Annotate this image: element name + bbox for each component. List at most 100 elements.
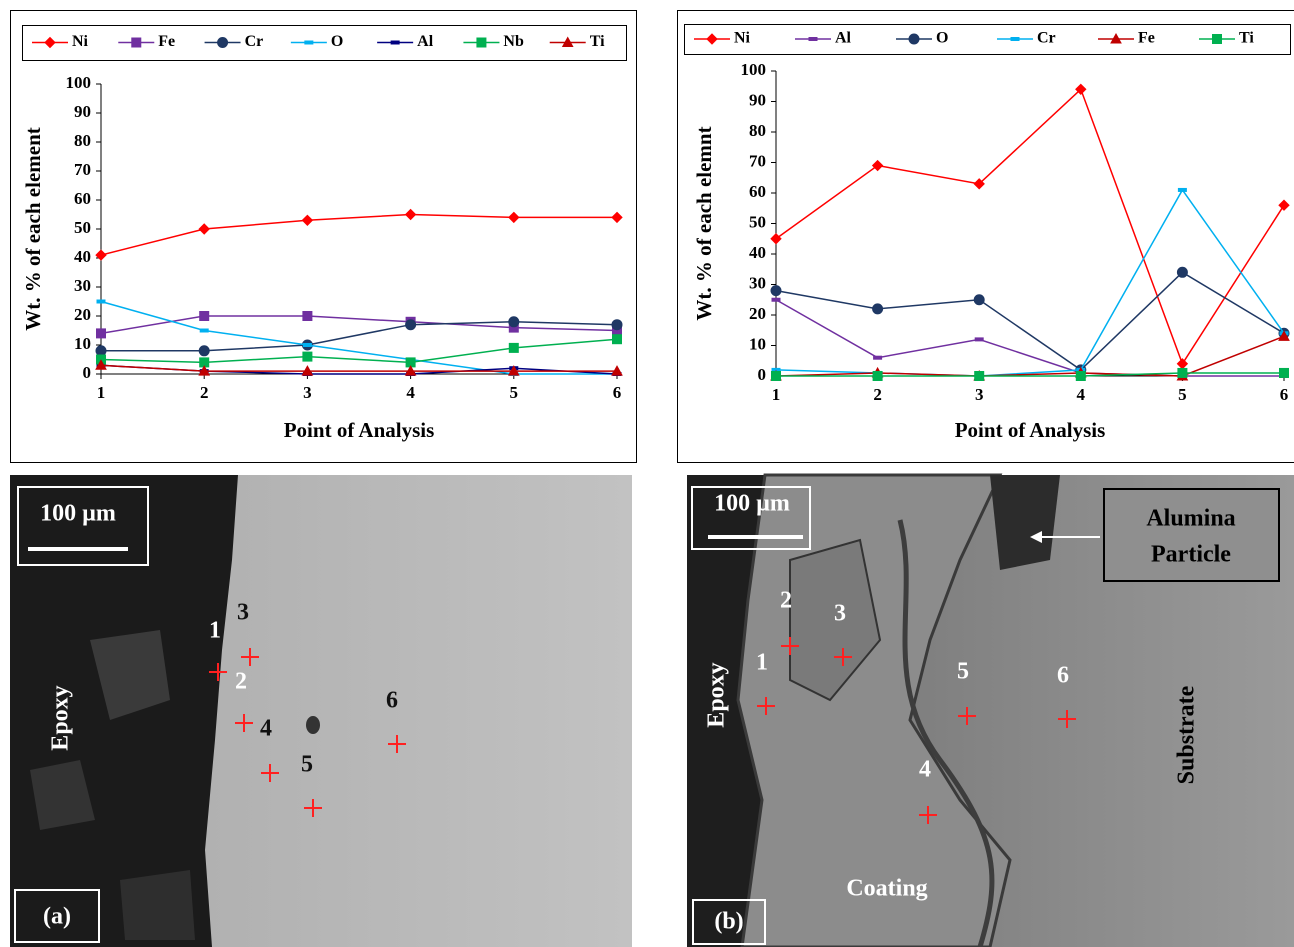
x-tick-label: 4	[1077, 385, 1086, 404]
x-tick-label: 5	[510, 383, 519, 402]
legend-label: O	[331, 33, 343, 50]
y-tick-label: 30	[749, 273, 766, 292]
legend-label: Ni	[734, 30, 751, 47]
marker	[96, 346, 106, 356]
image-label: Epoxy	[48, 685, 74, 750]
y-tick-label: 20	[749, 304, 766, 323]
y-tick-label: 20	[74, 305, 91, 324]
y-tick-label: 0	[83, 363, 92, 382]
y-axis-title: Wt. % of each element	[21, 127, 45, 331]
y-tick-label: 70	[749, 151, 766, 170]
y-tick-label: 60	[74, 189, 91, 208]
marker	[1177, 267, 1187, 277]
marker	[509, 343, 518, 352]
x-tick-label: 5	[1178, 385, 1187, 404]
image-label: 3	[237, 600, 249, 626]
marker	[612, 320, 622, 330]
x-tick-label: 6	[1280, 385, 1289, 404]
marker	[97, 329, 106, 338]
image-label: Epoxy	[704, 662, 730, 727]
marker	[975, 338, 983, 341]
marker	[199, 346, 209, 356]
y-tick-label: 40	[749, 243, 766, 262]
y-tick-label: 100	[66, 73, 92, 92]
marker	[303, 344, 311, 347]
y-tick-label: 90	[74, 102, 91, 121]
legend-label: Al	[835, 30, 852, 47]
marker	[772, 298, 780, 301]
marker	[1178, 368, 1187, 377]
y-tick-label: 30	[74, 276, 91, 295]
x-tick-label: 4	[406, 383, 415, 402]
image-label: Particle	[1151, 542, 1231, 568]
marker	[613, 335, 622, 344]
legend-label: Ni	[72, 33, 89, 50]
legend-label: O	[936, 30, 948, 47]
y-tick-label: 70	[74, 160, 91, 179]
marker	[772, 372, 781, 381]
marker	[974, 295, 984, 305]
legend-marker	[477, 38, 486, 47]
x-tick-label: 6	[613, 383, 622, 402]
legend-marker	[218, 38, 228, 48]
legend-label: Cr	[245, 33, 264, 50]
legend-label: Fe	[158, 33, 175, 50]
y-tick-label: 80	[749, 121, 766, 140]
legend-marker	[1011, 38, 1019, 41]
marker	[1178, 188, 1186, 191]
marker	[509, 317, 519, 327]
legend-marker	[809, 38, 817, 41]
marker	[975, 372, 984, 381]
x-tick-label: 1	[772, 385, 781, 404]
y-tick-label: 100	[741, 60, 767, 79]
image-label: 2	[235, 669, 247, 695]
marker	[1280, 368, 1289, 377]
marker	[303, 312, 312, 321]
marker	[873, 304, 883, 314]
x-axis-title: Point of Analysis	[284, 418, 435, 442]
y-tick-label: 10	[749, 334, 766, 353]
y-tick-label: 10	[74, 334, 91, 353]
marker	[771, 286, 781, 296]
image-label: 6	[1057, 663, 1069, 689]
legend-label: Ti	[1239, 30, 1254, 47]
image-label: 1	[209, 618, 221, 644]
y-tick-label: 60	[749, 182, 766, 201]
image-label: Alumina	[1146, 506, 1235, 532]
image-label: 100 µm	[714, 491, 790, 517]
image-label: (b)	[714, 909, 743, 935]
legend-marker	[305, 41, 313, 44]
legend-marker	[909, 34, 919, 44]
marker	[200, 329, 208, 332]
marker	[873, 372, 882, 381]
chart-frame	[678, 11, 1294, 463]
x-axis-title: Point of Analysis	[955, 418, 1106, 442]
y-tick-label: 90	[749, 90, 766, 109]
y-tick-label: 50	[749, 212, 766, 231]
y-tick-label: 80	[74, 131, 91, 150]
image-label: 5	[957, 659, 969, 685]
image-label: Coating	[846, 876, 927, 902]
y-tick-label: 0	[758, 365, 767, 384]
marker	[874, 356, 882, 359]
image-label: 1	[756, 650, 768, 676]
legend-marker	[391, 41, 399, 44]
legend-marker	[1213, 35, 1222, 44]
image-label: 100 µm	[40, 501, 116, 527]
legend-label: Al	[417, 33, 434, 50]
y-tick-label: 40	[74, 247, 91, 266]
y-tick-label: 50	[74, 218, 91, 237]
image-label: (a)	[43, 904, 71, 930]
image-label: 4	[919, 757, 931, 783]
x-tick-label: 2	[200, 383, 209, 402]
image-label: 5	[301, 752, 313, 778]
image-label: 6	[386, 688, 398, 714]
legend-marker	[132, 38, 141, 47]
x-tick-label: 3	[975, 385, 984, 404]
marker	[97, 300, 105, 303]
image-label: 4	[260, 716, 272, 742]
marker	[303, 352, 312, 361]
legend-label: Nb	[503, 33, 524, 50]
legend-label: Ti	[590, 33, 605, 50]
marker	[1076, 372, 1085, 381]
